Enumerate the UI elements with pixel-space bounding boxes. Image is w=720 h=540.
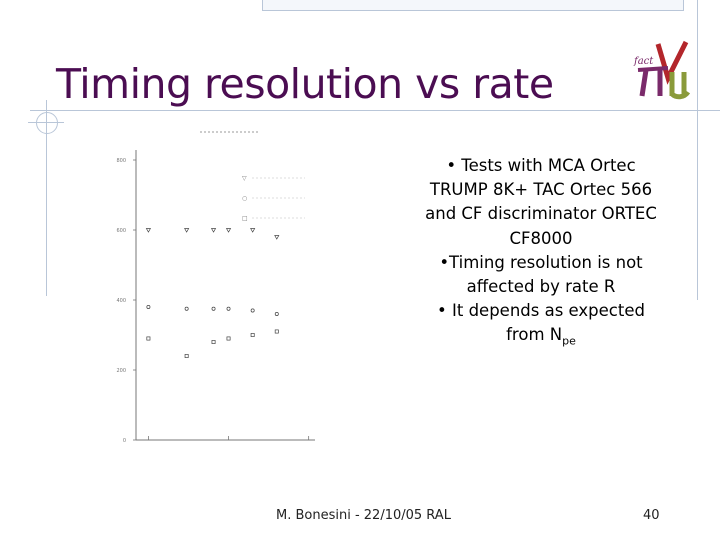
point-s1-0 (146, 305, 151, 309)
bullet-3-subscript: pe (562, 334, 576, 348)
pi-bar-icon (637, 66, 669, 72)
y-tick-label-1: 200 (116, 368, 126, 374)
y-ticks: 0 200 400 600 800 (116, 158, 136, 444)
left-frame-line (46, 100, 47, 296)
fact-nu-logo: fact (633, 40, 691, 100)
point-s2-2 (211, 340, 216, 344)
y-tick-label-3: 600 (116, 228, 126, 234)
timing-resolution-plot: 0 200 400 600 800 ▽ ○ □ (100, 120, 330, 460)
bullet-2: •Timing resolution is not affected by ra… (439, 252, 643, 297)
bullet-1: • Tests with MCA Ortec TRUMP 8K+ TAC Ort… (425, 156, 657, 248)
point-s1-2 (211, 306, 216, 311)
logo-text: fact (633, 56, 654, 67)
bullet-3-text: • It depends as expected from N (437, 301, 645, 345)
page-number: 40 (643, 508, 660, 523)
plot-legend: ▽ ○ □ (242, 175, 305, 222)
y-tick-label-2: 400 (116, 298, 126, 304)
legend-marker-triangle: ▽ (242, 175, 247, 182)
plot-background (100, 120, 330, 460)
legend-marker-square: □ (242, 215, 248, 222)
x-ticks (148, 436, 310, 440)
slide-footer: M. Bonesini - 22/10/05 RAL (276, 508, 451, 523)
y-tick-label-4: 800 (116, 158, 126, 164)
point-s1-3 (226, 306, 231, 311)
pi-legs-icon (639, 69, 663, 97)
point-s1-1 (184, 306, 189, 311)
point-s0-0 (145, 228, 152, 233)
title-underline (30, 110, 720, 111)
point-s0-5 (274, 235, 280, 240)
top-frame-box (262, 0, 684, 11)
mu-icon (669, 72, 691, 100)
crosshair-line-icon (28, 122, 64, 123)
point-s0-2 (210, 228, 217, 233)
point-s2-5 (274, 329, 279, 334)
right-frame-line (697, 0, 698, 300)
bullet-list: • Tests with MCA Ortec TRUMP 8K+ TAC Ort… (418, 154, 664, 354)
point-s2-4 (250, 333, 255, 337)
point-s1-4 (250, 308, 255, 313)
point-s2-1 (184, 354, 189, 358)
legend-marker-circle: ○ (242, 195, 247, 202)
crosshair-circle-icon (36, 112, 58, 134)
nu-icon (655, 40, 689, 85)
data-points (145, 228, 280, 358)
y-tick-label-0: 0 (123, 438, 126, 444)
bullet-3: • It depends as expected from Npe (418, 299, 664, 354)
point-s0-3 (225, 228, 232, 233)
point-s0-4 (250, 228, 256, 233)
point-s2-3 (226, 336, 231, 341)
point-s1-5 (274, 312, 279, 316)
point-s0-1 (184, 228, 190, 233)
point-s2-0 (146, 336, 151, 341)
slide-title: Timing resolution vs rate (56, 60, 554, 108)
